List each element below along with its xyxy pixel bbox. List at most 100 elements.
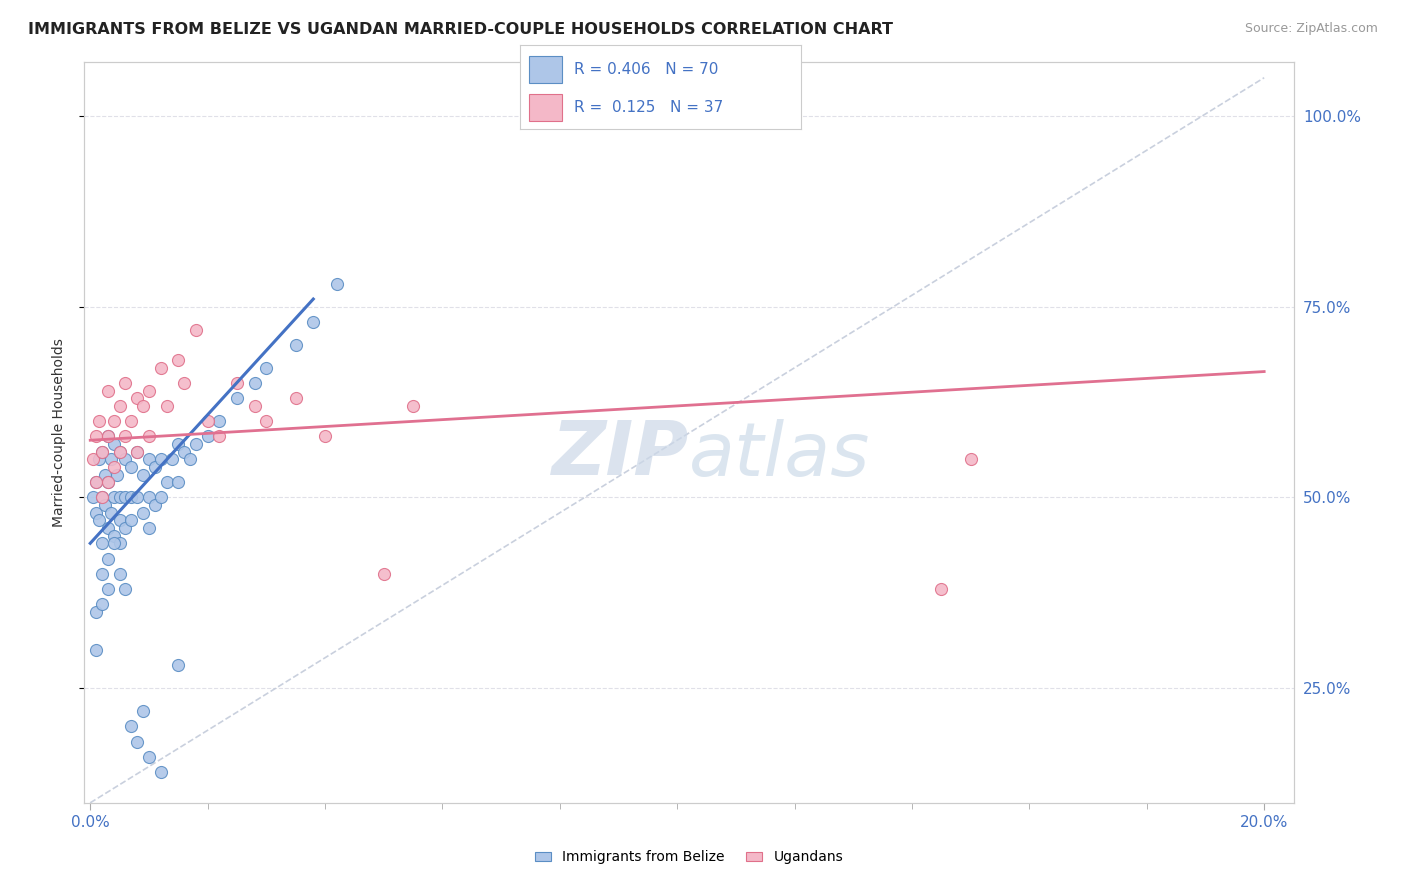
Point	[97, 384, 120, 398]
Point	[114, 521, 136, 535]
Point	[103, 414, 125, 428]
Point	[155, 399, 177, 413]
Point	[120, 460, 142, 475]
Point	[167, 353, 190, 368]
Point	[284, 391, 307, 405]
Point	[84, 643, 107, 657]
Point	[84, 429, 107, 443]
Point	[149, 452, 172, 467]
Point	[138, 750, 160, 764]
Point	[100, 452, 122, 467]
Point	[373, 566, 395, 581]
Point	[91, 536, 114, 550]
Text: R =  0.125   N = 37: R = 0.125 N = 37	[574, 100, 723, 115]
Bar	[529, 55, 562, 83]
Point	[143, 498, 166, 512]
Point	[97, 582, 120, 596]
Point	[302, 315, 325, 329]
Legend: Immigrants from Belize, Ugandans: Immigrants from Belize, Ugandans	[529, 845, 849, 870]
Point	[108, 513, 131, 527]
Point	[114, 582, 136, 596]
Text: R = 0.406   N = 70: R = 0.406 N = 70	[574, 62, 718, 77]
Point	[97, 551, 120, 566]
Point	[91, 566, 114, 581]
Point	[132, 467, 155, 482]
Text: Source: ZipAtlas.com: Source: ZipAtlas.com	[1244, 22, 1378, 36]
Point	[226, 376, 249, 390]
Point	[208, 429, 231, 443]
Point	[284, 338, 307, 352]
Point	[197, 429, 219, 443]
Point	[103, 460, 125, 475]
Point	[243, 399, 266, 413]
Point	[108, 399, 131, 413]
Point	[143, 460, 166, 475]
Point	[120, 414, 142, 428]
Point	[127, 391, 149, 405]
Point	[87, 513, 110, 527]
Point	[127, 444, 149, 458]
Point	[108, 444, 131, 458]
Point	[108, 491, 131, 505]
Point	[127, 491, 149, 505]
Point	[108, 444, 131, 458]
Point	[167, 437, 190, 451]
Point	[91, 444, 114, 458]
Point	[208, 414, 231, 428]
Point	[326, 277, 349, 291]
Point	[84, 475, 107, 490]
Point	[184, 437, 207, 451]
Point	[87, 414, 110, 428]
Point	[91, 444, 114, 458]
Point	[91, 491, 114, 505]
Point	[97, 475, 120, 490]
Point	[114, 452, 136, 467]
Point	[132, 704, 155, 718]
Point	[120, 719, 142, 733]
Point	[94, 467, 117, 482]
Point	[314, 429, 336, 443]
Point	[100, 506, 122, 520]
Point	[254, 360, 277, 375]
Point	[94, 498, 117, 512]
Point	[82, 491, 104, 505]
Point	[84, 506, 107, 520]
Point	[226, 391, 249, 405]
Point	[82, 452, 104, 467]
Point	[127, 444, 149, 458]
Point	[84, 605, 107, 619]
Point	[97, 521, 120, 535]
Point	[87, 452, 110, 467]
Point	[108, 566, 131, 581]
Point	[132, 506, 155, 520]
Text: IMMIGRANTS FROM BELIZE VS UGANDAN MARRIED-COUPLE HOUSEHOLDS CORRELATION CHART: IMMIGRANTS FROM BELIZE VS UGANDAN MARRIE…	[28, 22, 893, 37]
Point	[167, 658, 190, 673]
Text: atlas: atlas	[689, 419, 870, 491]
Point	[138, 429, 160, 443]
Point	[97, 429, 120, 443]
Point	[959, 452, 981, 467]
Point	[84, 475, 107, 490]
Point	[114, 491, 136, 505]
Point	[91, 491, 114, 505]
Point	[149, 765, 172, 780]
Point	[138, 491, 160, 505]
Point	[402, 399, 425, 413]
Point	[138, 384, 160, 398]
Point	[254, 414, 277, 428]
Point	[103, 437, 125, 451]
Y-axis label: Married-couple Households: Married-couple Households	[52, 338, 66, 527]
Point	[103, 529, 125, 543]
Point	[149, 360, 172, 375]
Point	[120, 513, 142, 527]
Point	[184, 322, 207, 336]
Point	[108, 536, 131, 550]
Point	[173, 376, 195, 390]
Point	[162, 452, 184, 467]
Text: ZIP: ZIP	[551, 418, 689, 491]
Point	[138, 452, 160, 467]
Point	[173, 444, 195, 458]
Point	[931, 582, 953, 596]
Point	[103, 491, 125, 505]
Point	[138, 521, 160, 535]
